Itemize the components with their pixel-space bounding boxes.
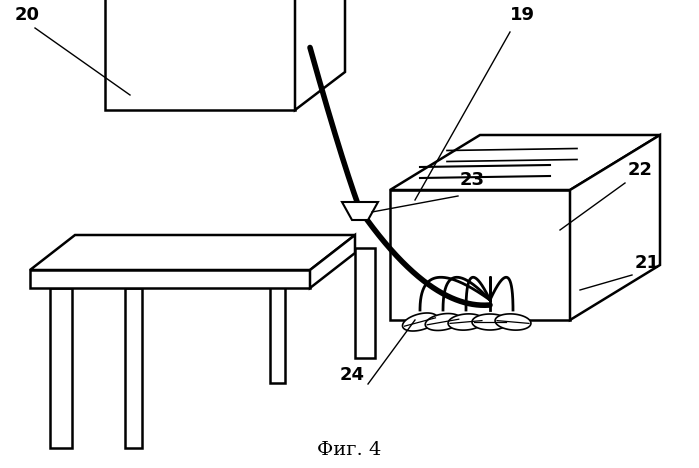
Text: 22: 22 [628, 161, 653, 179]
Polygon shape [570, 135, 660, 320]
Polygon shape [50, 288, 72, 448]
Polygon shape [472, 314, 508, 330]
Polygon shape [495, 314, 531, 330]
Text: 20: 20 [15, 6, 40, 24]
Polygon shape [390, 135, 660, 190]
Polygon shape [310, 235, 355, 288]
Text: 19: 19 [510, 6, 535, 24]
Text: 23: 23 [460, 171, 485, 189]
Polygon shape [105, 0, 295, 110]
Text: Фиг. 4: Фиг. 4 [317, 441, 381, 459]
Polygon shape [390, 190, 570, 320]
Polygon shape [355, 248, 375, 358]
Polygon shape [270, 248, 285, 383]
Polygon shape [30, 270, 310, 288]
Polygon shape [125, 288, 141, 448]
Polygon shape [425, 314, 461, 330]
Polygon shape [448, 314, 484, 330]
Polygon shape [295, 0, 345, 110]
Polygon shape [403, 313, 438, 331]
Polygon shape [30, 235, 355, 270]
Polygon shape [342, 202, 378, 220]
Text: 21: 21 [635, 254, 660, 272]
Text: 24: 24 [340, 366, 365, 384]
